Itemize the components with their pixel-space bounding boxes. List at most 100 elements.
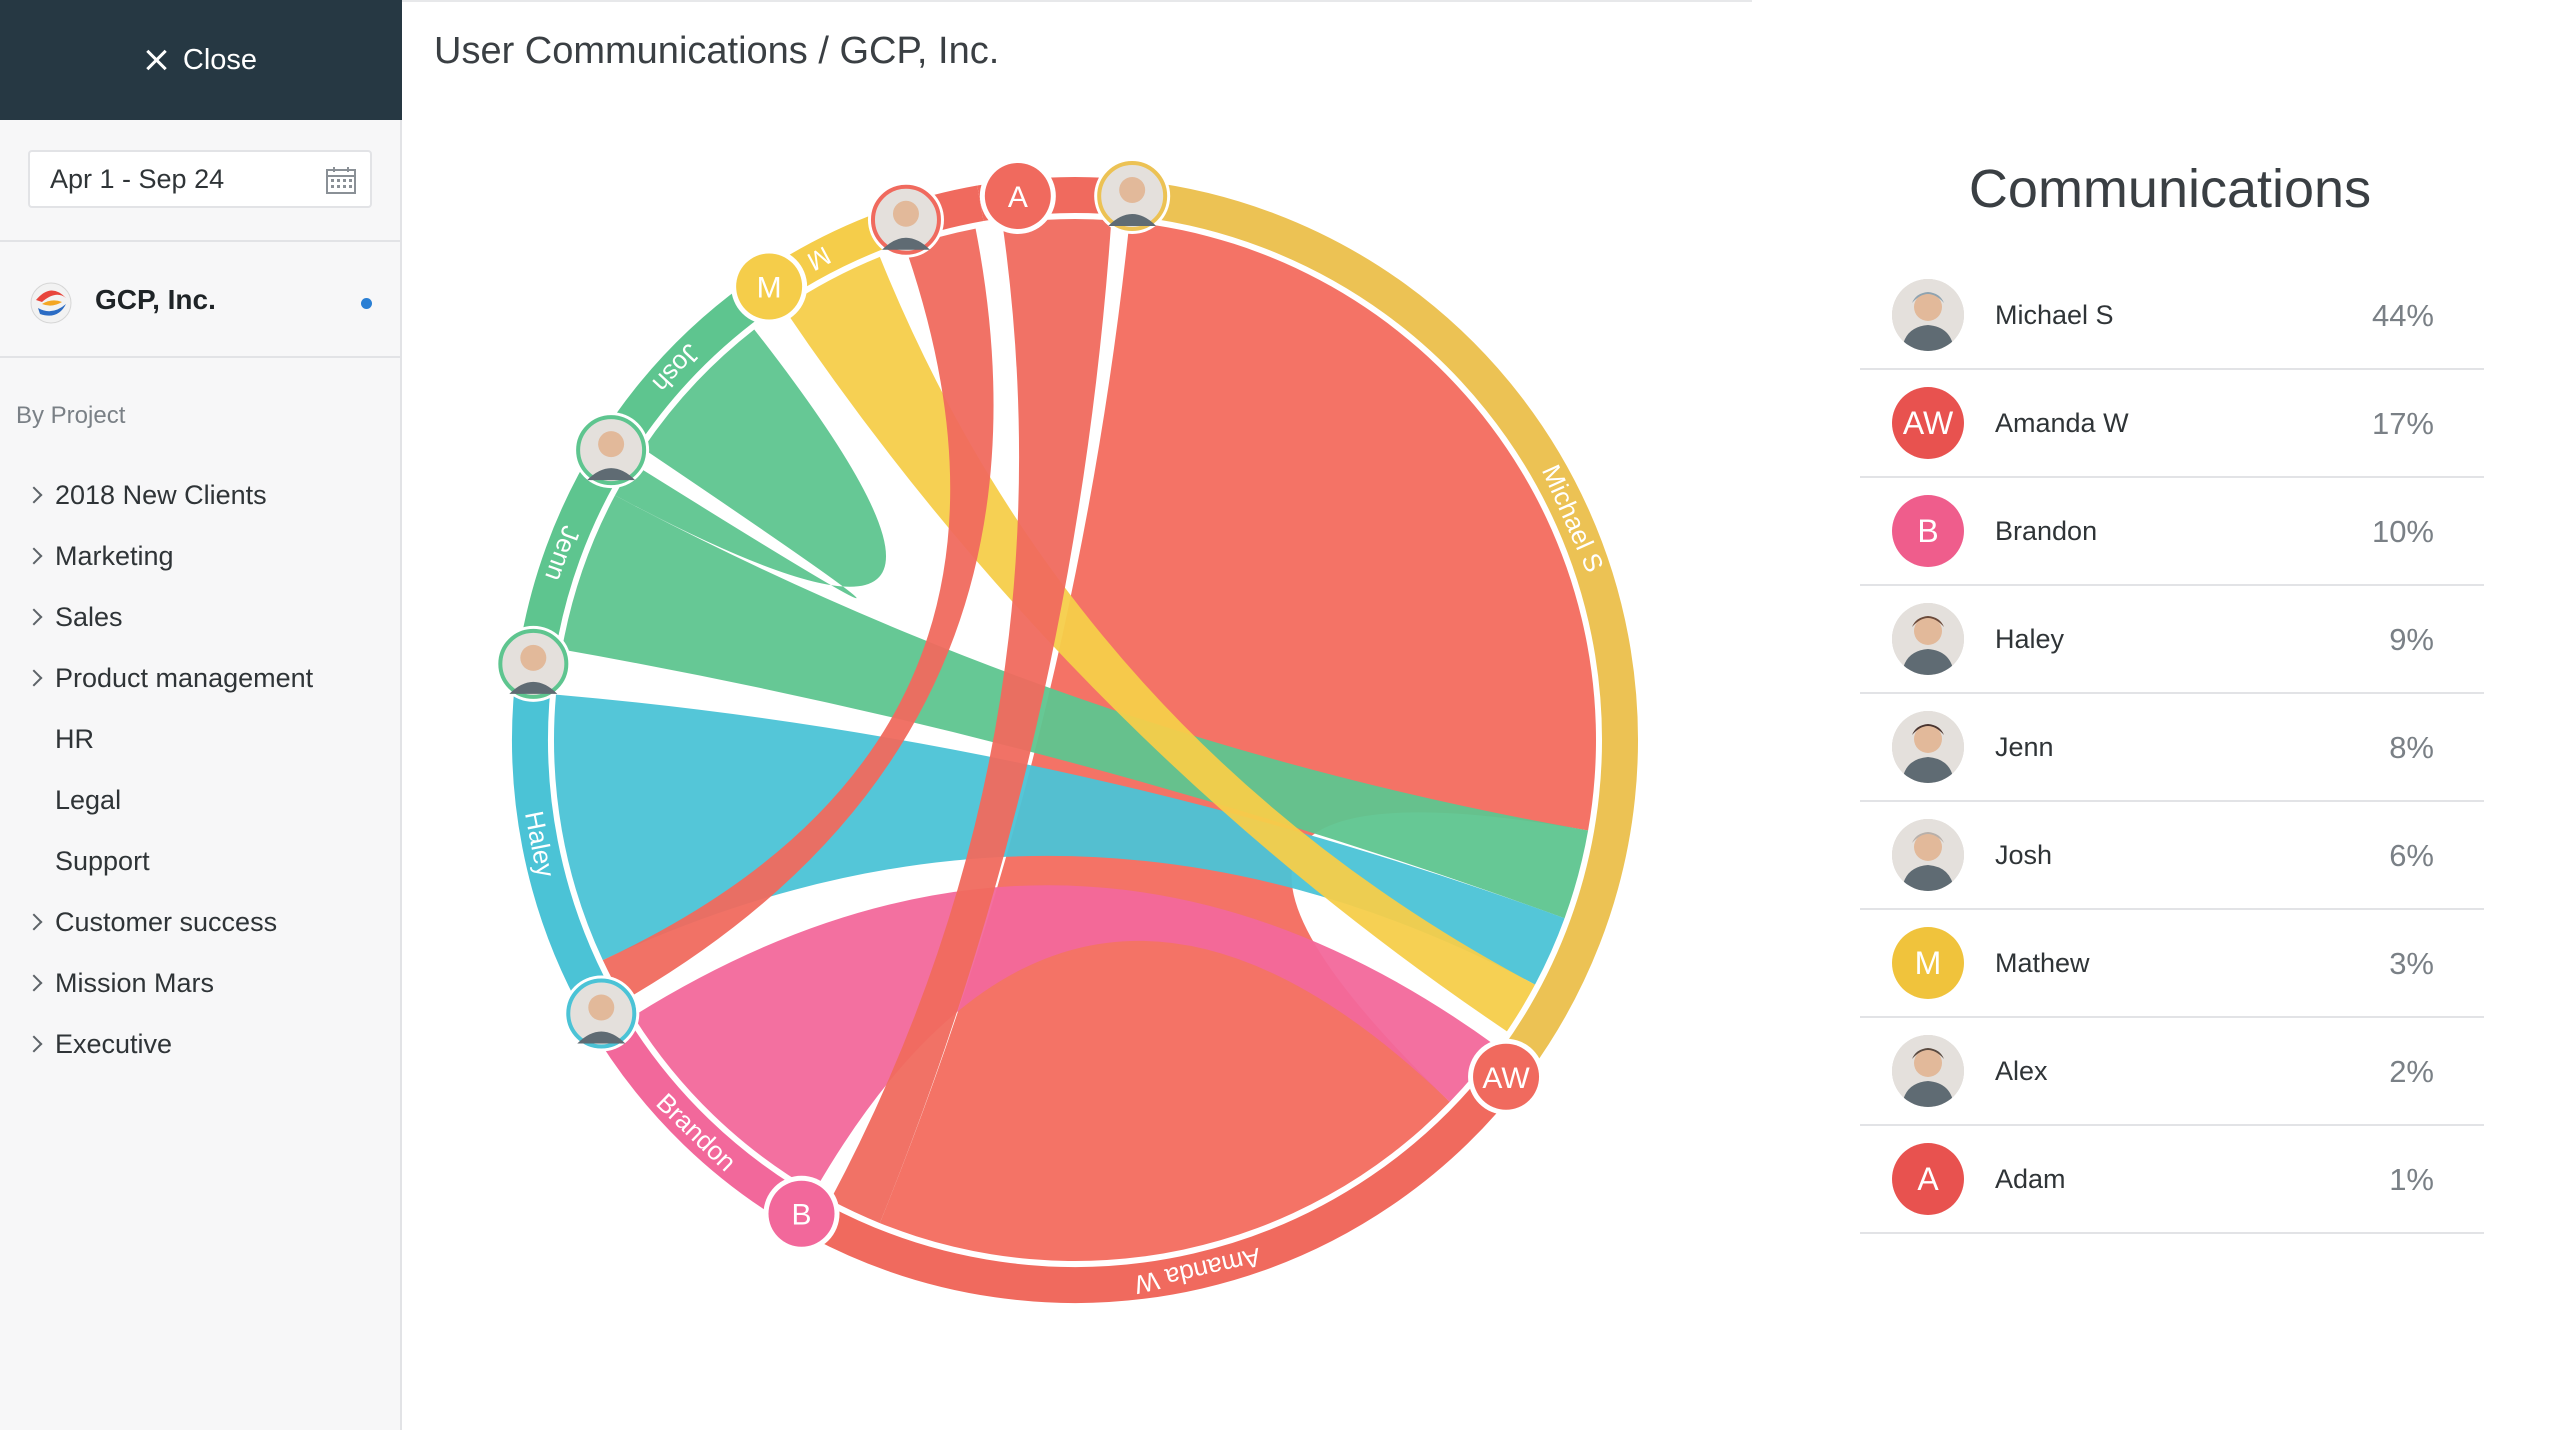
communication-row[interactable]: AW Amanda W 17%: [1860, 370, 2484, 478]
participant-name: Amanda W: [1995, 408, 2129, 438]
chevron-right-icon[interactable]: [25, 913, 43, 931]
avatar-fill: [1473, 1043, 1540, 1110]
communication-row[interactable]: Josh 6%: [1860, 802, 2484, 910]
avatar: A: [1892, 1143, 1964, 1215]
project-label: Product management: [55, 663, 314, 693]
person-photo-icon: [1892, 819, 1964, 891]
project-item[interactable]: Product management: [0, 648, 400, 709]
project-item[interactable]: HR: [0, 709, 400, 770]
project-label: Customer success: [55, 907, 278, 937]
avatar-initials: B: [1917, 512, 1939, 549]
avatar-face: [892, 200, 919, 227]
participant-percent: 10%: [2371, 514, 2434, 549]
communication-row[interactable]: Haley 9%: [1860, 586, 2484, 694]
avatar-fill: [984, 162, 1051, 229]
date-range-field[interactable]: Apr 1 - Sep 24: [28, 150, 372, 208]
communication-row[interactable]: Michael S 44%: [1860, 262, 2484, 370]
avatar-face: [598, 431, 625, 458]
date-range-value: Apr 1 - Sep 24: [50, 163, 225, 194]
chevron-right-icon[interactable]: [25, 608, 43, 626]
participant-percent: 44%: [2371, 298, 2434, 333]
communication-row[interactable]: B Brandon 10%: [1860, 478, 2484, 586]
communication-row[interactable]: M Mathew 3%: [1860, 910, 2484, 1018]
participant-percent: 6%: [2389, 838, 2434, 873]
project-label: 2018 New Clients: [55, 480, 267, 510]
communication-row[interactable]: Jenn 8%: [1860, 694, 2484, 802]
avatar-initials: AW: [1482, 1062, 1530, 1095]
participant-percent: 3%: [2389, 946, 2434, 981]
chord-ribbon: [554, 694, 1565, 985]
participant-name: Josh: [1995, 840, 2053, 870]
avatar-shoulders: [1108, 213, 1157, 226]
participant-percent: 9%: [2389, 622, 2434, 657]
chevron-right-icon[interactable]: [25, 486, 43, 504]
participant-avatar: [867, 181, 944, 258]
close-label: Close: [182, 43, 258, 76]
avatar-fill: [736, 253, 803, 320]
project-item[interactable]: Mission Mars: [0, 953, 400, 1014]
avatar-initials: A: [1917, 1160, 1939, 1197]
avatar-initials: M: [1914, 944, 1942, 981]
avatar-initials: M: [757, 272, 782, 305]
participant-name: Haley: [1995, 624, 2065, 654]
project-list: 2018 New Clients Marketing Sales Product ma…: [0, 465, 400, 1075]
participant-percent: 2%: [2389, 1054, 2434, 1089]
project-item[interactable]: Customer success: [0, 892, 400, 953]
avatar-initials: AW: [1902, 404, 1954, 441]
header-divider: [402, 0, 1752, 2]
avatar-shoulders: [577, 1031, 626, 1044]
close-button[interactable]: Close: [0, 0, 402, 120]
participant-name: Mathew: [1995, 948, 2090, 978]
org-status-dot: [361, 298, 372, 309]
avatar-face: [588, 994, 615, 1021]
avatar: [1892, 819, 1964, 891]
participant-avatar: AW: [1468, 1038, 1545, 1115]
participant-arc: [512, 661, 619, 1022]
participant-avatar: [1094, 157, 1171, 234]
org-logo-icon: [30, 282, 72, 324]
participant-name: Alex: [1995, 1056, 2048, 1086]
avatar-face: [520, 644, 547, 671]
chord-ribbon: [830, 219, 1112, 1224]
avatar-shoulders: [587, 468, 636, 481]
project-label: Marketing: [55, 541, 174, 571]
participant-name: Brandon: [1995, 516, 2098, 546]
participant-avatar: B: [763, 1175, 840, 1252]
chevron-right-icon[interactable]: [25, 669, 43, 687]
person-photo-icon: [1892, 1035, 1964, 1107]
participant-avatar: [563, 975, 640, 1052]
participant-avatar: [495, 625, 572, 702]
participant-name: Michael S: [1995, 300, 2114, 330]
participant-avatar: [573, 412, 650, 489]
communication-row[interactable]: A Adam 1%: [1860, 1126, 2484, 1234]
communication-row[interactable]: Alex 2%: [1860, 1018, 2484, 1126]
project-item[interactable]: 2018 New Clients: [0, 465, 400, 526]
participant-avatar: A: [979, 157, 1056, 234]
avatar-fill: [768, 1180, 835, 1247]
chord-ribbon: [633, 885, 1497, 1192]
sidebar: Close Apr 1 - Sep 24 GCP, Inc. By Projec…: [0, 0, 402, 1430]
participant-name: Adam: [1995, 1164, 2066, 1194]
chevron-right-icon[interactable]: [25, 1035, 43, 1053]
avatar: [1892, 279, 1964, 351]
avatar: [1892, 603, 1964, 675]
avatar-shoulders: [509, 681, 558, 694]
chord-ribbon: [614, 329, 887, 599]
project-item[interactable]: Legal: [0, 770, 400, 831]
project-item[interactable]: Support: [0, 831, 400, 892]
person-photo-icon: [1892, 279, 1964, 351]
project-label: Support: [55, 846, 150, 876]
avatar: M: [1892, 927, 1964, 999]
project-item[interactable]: Executive: [0, 1014, 400, 1075]
project-label: Mission Mars: [55, 968, 215, 998]
chord-ribbon: [561, 495, 1589, 919]
chevron-right-icon[interactable]: [25, 547, 43, 565]
project-item[interactable]: Marketing: [0, 526, 400, 587]
chevron-right-icon[interactable]: [25, 974, 43, 992]
project-item[interactable]: Sales: [0, 587, 400, 648]
participant-percent: 17%: [2371, 406, 2434, 441]
project-label: Sales: [55, 602, 123, 632]
organization-selector[interactable]: GCP, Inc.: [0, 240, 400, 358]
calendar-icon[interactable]: [326, 166, 356, 194]
